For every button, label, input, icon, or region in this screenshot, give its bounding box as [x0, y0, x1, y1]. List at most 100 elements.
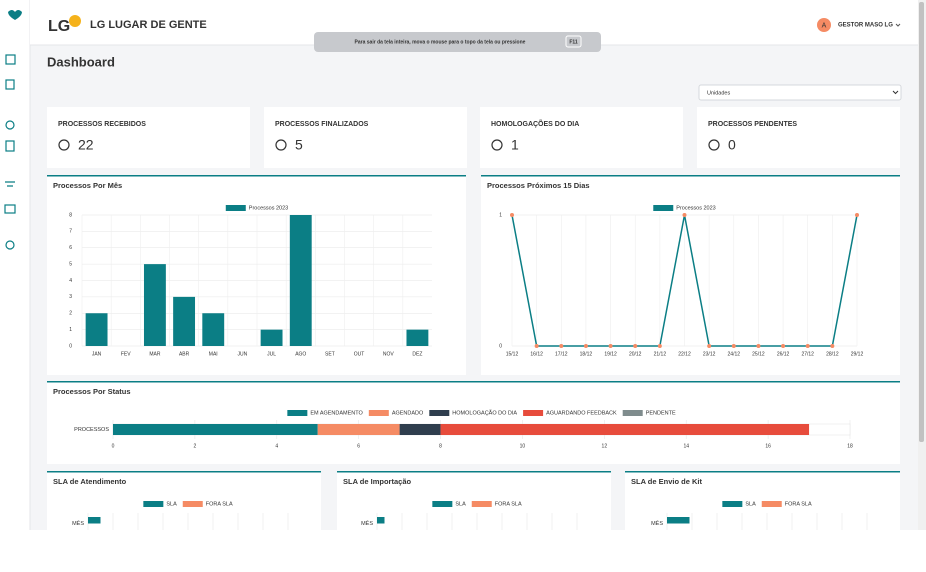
bar — [88, 517, 101, 524]
summary-card — [264, 107, 467, 168]
legend-swatch — [225, 205, 246, 211]
legend: Processos 2023 — [225, 205, 288, 211]
legend-swatch — [429, 410, 450, 416]
nav-settings[interactable] — [5, 240, 15, 250]
y-category-label: MÊS — [72, 519, 84, 527]
x-tick-label: 18 — [847, 443, 853, 449]
nav-folder[interactable] — [4, 204, 16, 214]
user-name[interactable]: GESTOR MASO LG — [838, 23, 893, 29]
unit-select[interactable] — [698, 84, 902, 101]
legend-swatch — [523, 410, 544, 416]
page-title: Dashboard — [47, 54, 115, 69]
sidebar — [0, 0, 30, 530]
x-tick-label: 29/12 — [851, 351, 864, 357]
panel-accent — [47, 175, 466, 177]
y-tick-label: 1 — [499, 212, 502, 218]
scrollbar-thumb[interactable] — [919, 2, 924, 442]
y-tick-label: 2 — [69, 311, 72, 317]
x-tick-label: MAR — [149, 351, 161, 357]
point — [756, 344, 761, 348]
x-tick-label: FEV — [121, 351, 131, 357]
chart-panel — [47, 381, 900, 464]
card-icon — [275, 139, 287, 151]
select-caret — [892, 90, 899, 95]
x-tick-label: MAI — [209, 351, 218, 357]
legend-label: FORA SLA — [495, 501, 522, 507]
chart-title: Processos Por Status — [53, 387, 131, 396]
summary-card — [480, 107, 683, 168]
nav-filter[interactable] — [5, 181, 15, 187]
legend-swatch — [432, 501, 453, 507]
x-tick-label: JAN — [92, 351, 102, 357]
y-tick-label: 1 — [69, 327, 72, 333]
x-tick-label: 4 — [275, 443, 278, 449]
legend-label: Processos 2023 — [676, 205, 715, 211]
point — [781, 344, 786, 348]
card-icon — [58, 139, 70, 151]
x-tick-label: AGO — [295, 351, 306, 357]
nav-reports[interactable] — [5, 79, 15, 90]
x-tick-label: 17/12 — [555, 351, 568, 357]
legend-swatch — [182, 501, 203, 507]
panel-accent — [47, 471, 321, 473]
point — [583, 344, 588, 348]
card-icon — [708, 139, 720, 151]
unit-select-text: Unidades — [707, 90, 730, 96]
point — [657, 344, 662, 348]
legend-label: EM AGENDAMENTO — [310, 410, 363, 416]
x-tick-label: 8 — [439, 443, 442, 449]
x-tick-label: 16/12 — [530, 351, 543, 357]
x-tick-label: 19/12 — [604, 351, 617, 357]
point — [830, 344, 835, 348]
x-tick-label: 26/12 — [777, 351, 790, 357]
brand: LG LUGAR DE GENTE — [90, 19, 207, 31]
chart-title: SLA de Envio de Kit — [631, 477, 702, 486]
legend-label: PENDENTE — [646, 410, 676, 416]
x-tick-label: 15/12 — [506, 351, 519, 357]
x-tick-label: 18/12 — [580, 351, 593, 357]
app-logo[interactable] — [8, 10, 22, 20]
nav-users[interactable] — [5, 120, 15, 130]
point — [633, 344, 638, 348]
avatar-initial: A — [822, 22, 827, 29]
bar — [85, 313, 108, 346]
y-tick-label: 5 — [69, 261, 72, 267]
point — [608, 344, 613, 348]
bar — [173, 296, 196, 346]
chart-panel — [481, 175, 900, 375]
user-caret[interactable] — [895, 23, 901, 27]
nav-dashboard[interactable] — [5, 54, 16, 65]
y-tick-label: 8 — [69, 212, 72, 218]
x-tick-label: 14 — [683, 443, 689, 449]
legend: SLA FORA SLA — [143, 501, 233, 507]
x-tick-label: 20/12 — [629, 351, 642, 357]
notice-key-box — [565, 35, 582, 48]
x-tick-label: NOV — [383, 351, 395, 357]
panel-accent — [47, 381, 900, 383]
summary-card — [697, 107, 900, 168]
x-tick-label: 28/12 — [826, 351, 839, 357]
legend-label: FORA SLA — [206, 501, 233, 507]
y-tick-label: 4 — [69, 278, 72, 284]
avatar[interactable] — [817, 18, 831, 32]
bar-segment — [317, 424, 400, 435]
card-label: PROCESSOS PENDENTES — [708, 121, 797, 128]
card-label: PROCESSOS FINALIZADOS — [275, 121, 369, 128]
y-tick-label: 7 — [69, 229, 72, 235]
point — [534, 344, 539, 348]
x-tick-label: 24/12 — [728, 351, 741, 357]
y-category-label: MÊS — [361, 519, 373, 527]
legend-label: FORA SLA — [785, 501, 812, 507]
fullscreen-notice — [314, 32, 601, 52]
x-tick-label: JUN — [238, 351, 248, 357]
chart-title: SLA de Importação — [343, 477, 411, 486]
legend-swatch — [471, 501, 492, 507]
legend: EM AGENDAMENTO AGENDADO HOMOLOGAÇÃO DO DIA… — [287, 409, 676, 416]
x-tick-label: SET — [325, 351, 335, 357]
legend-swatch — [761, 501, 782, 507]
sidebar-icons — [4, 54, 16, 250]
x-tick-label: 2 — [193, 443, 196, 449]
nav-docs[interactable] — [5, 140, 15, 152]
